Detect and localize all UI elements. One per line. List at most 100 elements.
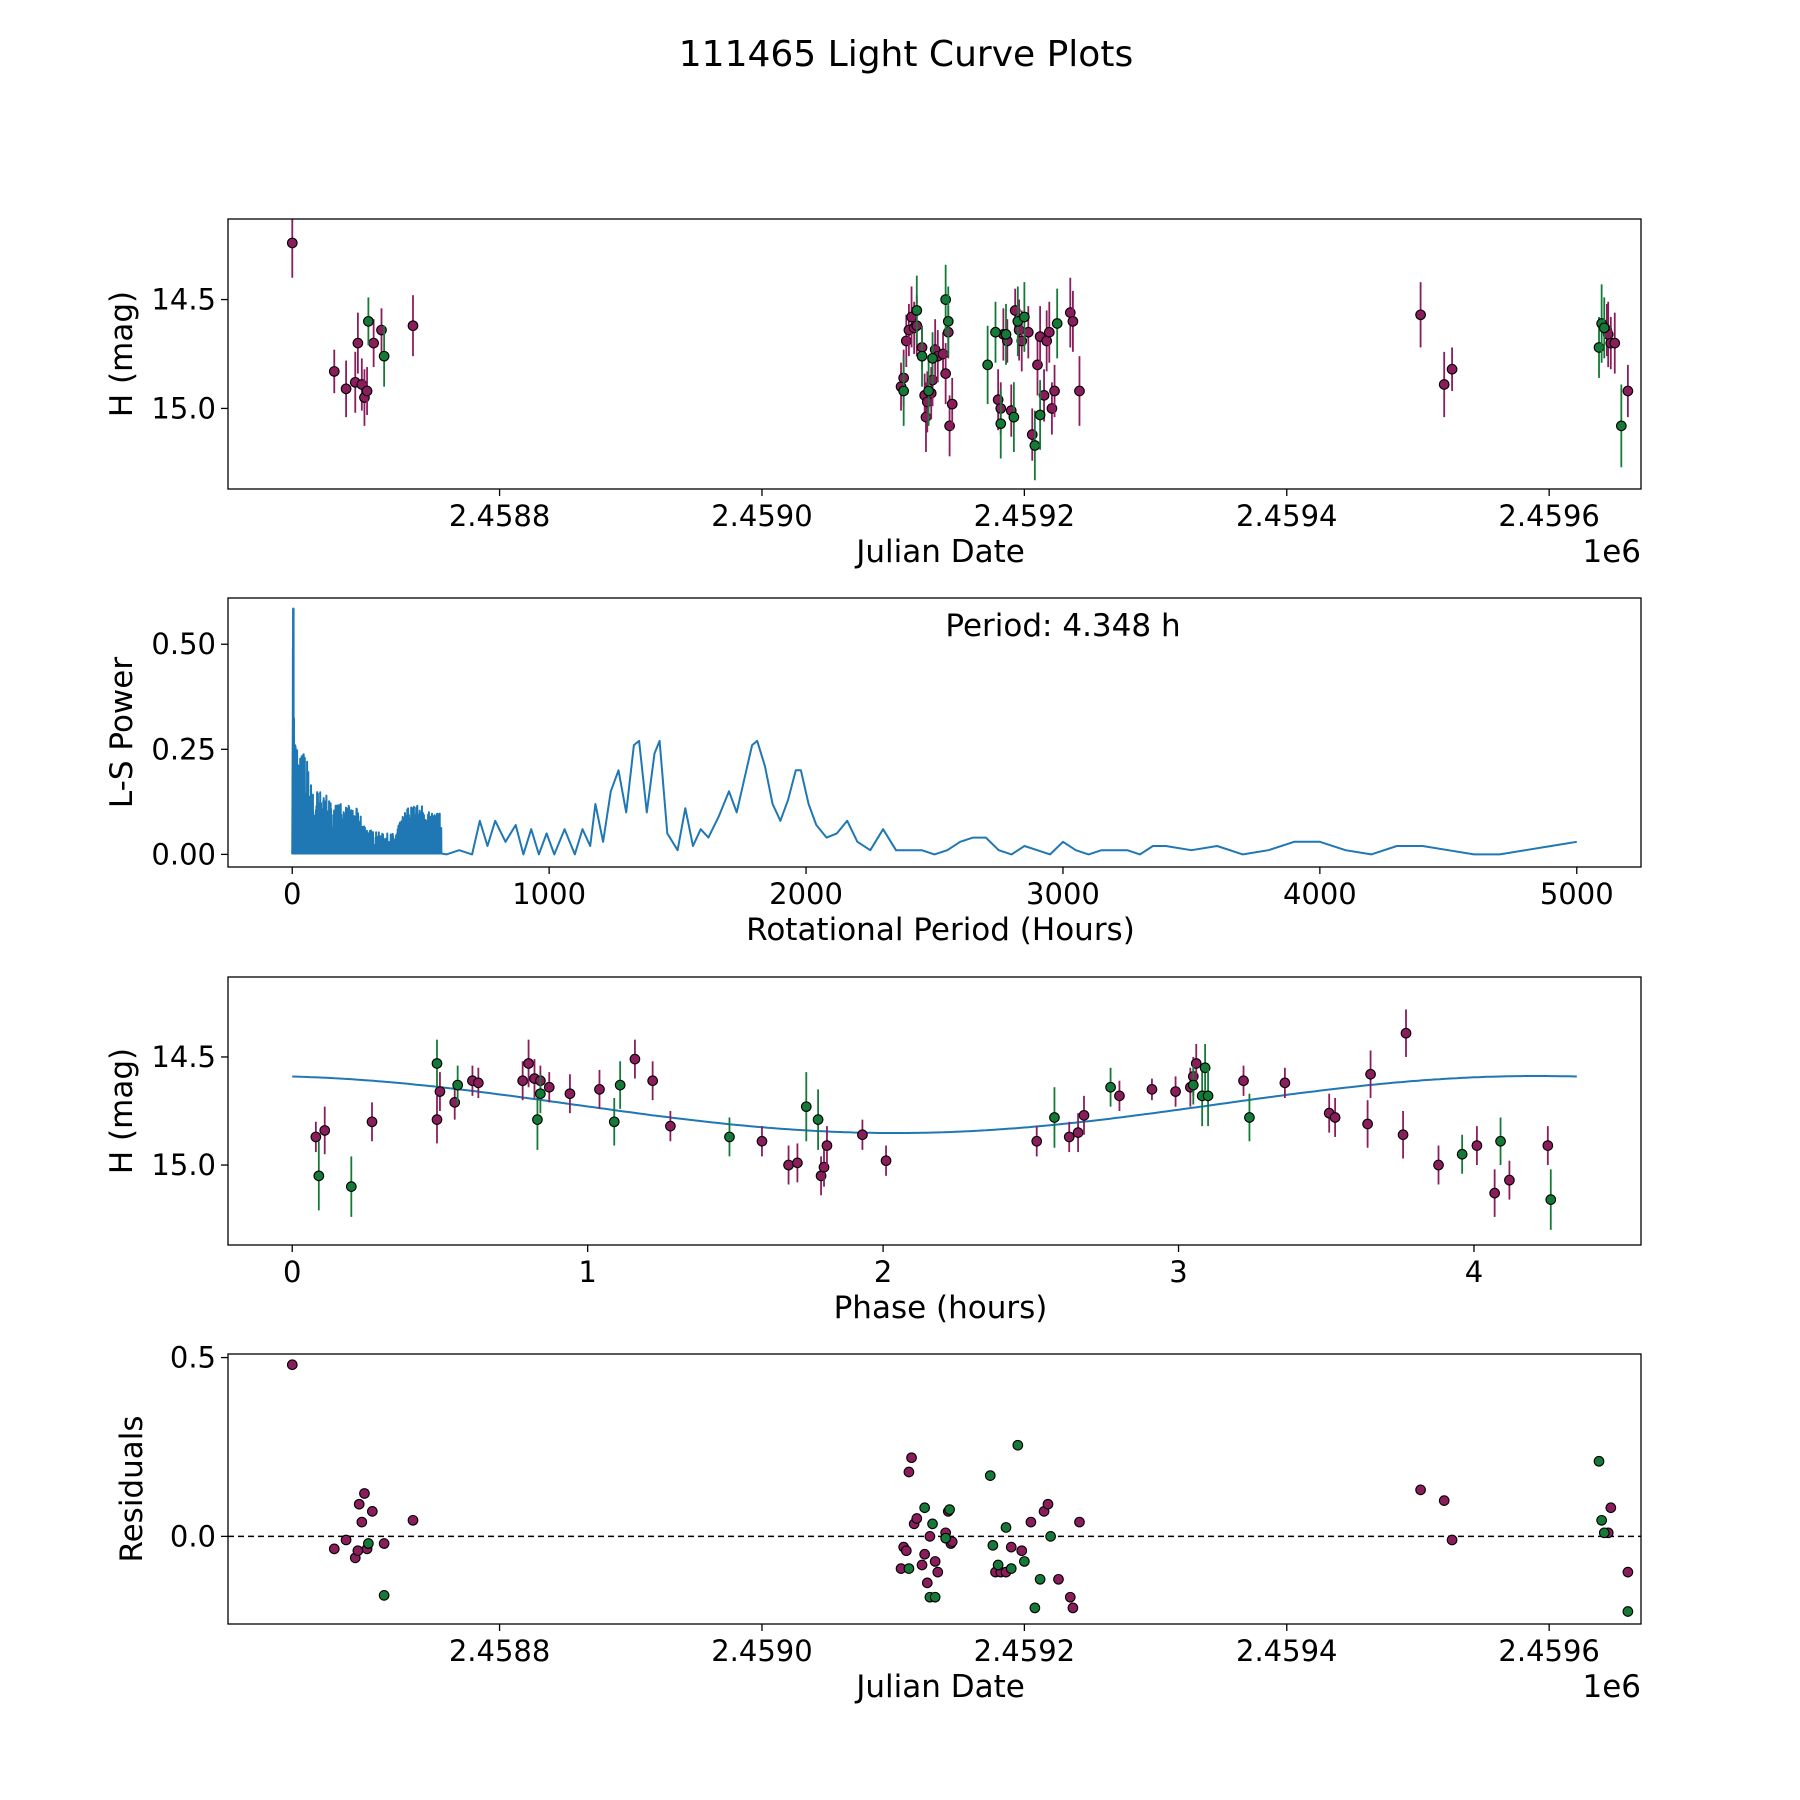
data-point <box>1067 1602 1079 1614</box>
data-point <box>724 1131 735 1143</box>
data-point <box>942 315 954 327</box>
data-point <box>1605 1502 1617 1514</box>
data-point <box>916 1559 928 1571</box>
data-point <box>1244 1112 1255 1123</box>
data-point <box>452 1079 464 1091</box>
x-tick-label: 1000 <box>512 877 586 911</box>
data-point <box>361 385 373 397</box>
data-point <box>923 385 934 397</box>
y-tick-label: 15.0 <box>151 1148 216 1182</box>
data-point <box>1446 1534 1458 1546</box>
data-point <box>535 1088 546 1100</box>
figure-title: 111465 Light Curve Plots <box>679 34 1133 75</box>
data-point <box>1504 1174 1515 1186</box>
data-point <box>378 1590 390 1601</box>
data-point <box>1593 1455 1605 1467</box>
data-point <box>564 1088 576 1100</box>
data-point <box>911 1513 923 1524</box>
data-point <box>1615 420 1627 432</box>
data-point <box>821 1140 833 1151</box>
data-point <box>1489 1187 1500 1199</box>
data-point <box>756 1135 768 1147</box>
data-point <box>1622 1606 1634 1617</box>
x-tick-label: 2.4592 <box>974 499 1075 533</box>
data-point <box>940 1532 952 1544</box>
data-point <box>665 1120 676 1132</box>
data-point <box>1053 1573 1064 1585</box>
data-point <box>1495 1135 1506 1147</box>
data-point <box>1365 1068 1376 1080</box>
data-point <box>434 1086 446 1097</box>
data-point <box>1045 1531 1056 1542</box>
data-point <box>903 1563 915 1574</box>
data-point <box>1051 318 1063 329</box>
data-point <box>517 1075 529 1087</box>
data-point <box>1170 1086 1181 1097</box>
x-tick-label: 2.4588 <box>449 499 550 533</box>
y-tick-label: 0.0 <box>170 1519 216 1553</box>
data-point <box>328 1543 340 1555</box>
data-point <box>921 1577 933 1589</box>
data-point <box>1042 1498 1054 1510</box>
x-tick-label: 3 <box>1169 1255 1187 1289</box>
subplot-lightcurve: 2.4588 2.4590 2.4592 2.4594 2.4596 14.5 15.0 Ju… <box>104 218 1642 570</box>
data-point <box>1433 1159 1444 1171</box>
subplot-phasefold: 0 1 2 3 4 14.5 15.0 Phase (hours) H (mag) <box>104 976 1642 1326</box>
data-point <box>1025 1516 1037 1528</box>
plot-area <box>228 1359 1641 1617</box>
data-point <box>1034 1573 1046 1585</box>
data-point <box>1067 315 1079 327</box>
data-point <box>857 1129 868 1141</box>
subplots: 2.4588 2.4590 2.4592 2.4594 2.4596 14.5 15.0 Ju… <box>104 218 1642 1705</box>
y-tick-label: 14.5 <box>151 1040 216 1074</box>
y-tick-label: 0.00 <box>151 837 216 871</box>
data-point <box>992 1559 1004 1571</box>
data-point <box>906 1452 917 1464</box>
data-point <box>1545 1194 1557 1205</box>
y-axis-label: Residuals <box>114 1415 150 1562</box>
model-curve <box>292 1075 1577 1134</box>
x-tick-label: 2.4592 <box>974 1634 1075 1668</box>
y-tick-label: 0.50 <box>151 627 216 661</box>
data-point <box>916 350 928 362</box>
axes-frame <box>227 218 1642 490</box>
plot-area <box>291 607 1577 856</box>
data-point <box>1146 1084 1158 1095</box>
data-point <box>1400 1027 1412 1039</box>
series-1 <box>286 219 1634 461</box>
data-point <box>1005 1563 1017 1574</box>
data-point <box>532 1114 543 1125</box>
data-point <box>1598 1527 1610 1539</box>
data-point <box>812 1114 824 1125</box>
data-point <box>903 1466 915 1478</box>
data-point <box>356 1516 368 1528</box>
x-tick-label: 3000 <box>1026 877 1100 911</box>
data-point <box>352 337 364 349</box>
x-tick-label: 2.4596 <box>1498 499 1599 533</box>
y-tick-label: 0.25 <box>151 732 216 766</box>
data-point <box>1049 1112 1060 1123</box>
series-2 <box>313 1039 1557 1230</box>
data-point <box>1279 1077 1291 1089</box>
data-point <box>1456 1148 1468 1160</box>
data-point <box>783 1159 794 1171</box>
data-point <box>1542 1140 1554 1151</box>
data-point <box>1012 1439 1024 1451</box>
data-point <box>1596 1514 1607 1526</box>
periodogram-line <box>291 607 1577 856</box>
series-1 <box>310 1009 1554 1217</box>
data-point <box>431 1114 443 1125</box>
data-point <box>946 398 958 410</box>
data-point <box>900 1545 912 1557</box>
data-point <box>366 1116 378 1128</box>
data-point <box>340 1534 352 1546</box>
data-point <box>1471 1140 1483 1151</box>
data-point <box>1008 411 1020 423</box>
axes-frame <box>227 976 1642 1246</box>
x-tick-label: 2.4596 <box>1498 1634 1599 1668</box>
series-1 <box>286 1359 1634 1614</box>
x-tick-label: 0 <box>283 1255 301 1289</box>
data-point <box>1000 1522 1012 1533</box>
x-tick-label: 2.4590 <box>711 1634 812 1668</box>
